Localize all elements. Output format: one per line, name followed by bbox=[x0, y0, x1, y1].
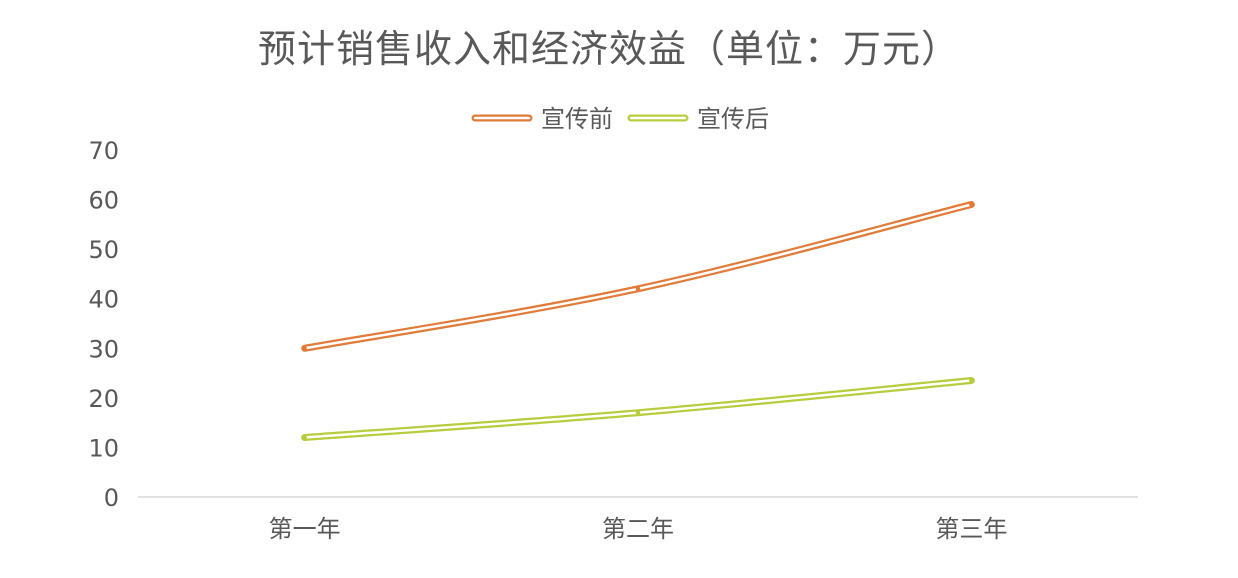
series-line-outer bbox=[301, 377, 975, 442]
series bbox=[301, 201, 975, 442]
series-line-inner bbox=[303, 203, 973, 350]
data-point bbox=[969, 378, 974, 383]
y-tick-label: 0 bbox=[104, 484, 119, 512]
x-tick-label: 第三年 bbox=[935, 515, 1007, 543]
legend-item-1: 宣传前 bbox=[471, 105, 613, 133]
data-point bbox=[302, 346, 307, 351]
y-tick-label: 30 bbox=[88, 335, 119, 363]
y-tick-label: 50 bbox=[88, 236, 119, 264]
data-point bbox=[635, 410, 641, 415]
data-point bbox=[302, 435, 307, 440]
legend: 宣传前 宣传后 bbox=[471, 105, 769, 133]
legend-item-2: 宣传后 bbox=[627, 105, 769, 133]
legend-label: 宣传前 bbox=[541, 105, 613, 133]
y-tick-label: 20 bbox=[88, 385, 119, 413]
y-tick-label: 10 bbox=[88, 434, 119, 462]
series-1 bbox=[301, 201, 975, 352]
series-2 bbox=[301, 377, 975, 442]
x-tick-label: 第一年 bbox=[269, 515, 341, 543]
series-line-outer bbox=[301, 201, 975, 352]
data-point bbox=[969, 202, 974, 207]
axes: 0 10 20 30 40 50 60 70 第一年 第二年 第三年 bbox=[88, 137, 1138, 543]
x-tick-label: 第二年 bbox=[602, 515, 674, 543]
y-tick-label: 70 bbox=[88, 137, 119, 165]
y-tick-label: 60 bbox=[88, 187, 119, 215]
legend-label: 宣传后 bbox=[697, 105, 769, 133]
data-point bbox=[635, 286, 641, 291]
chart-title: 预计销售收入和经济效益（单位：万元） bbox=[257, 27, 960, 71]
y-tick-label: 40 bbox=[88, 286, 119, 314]
